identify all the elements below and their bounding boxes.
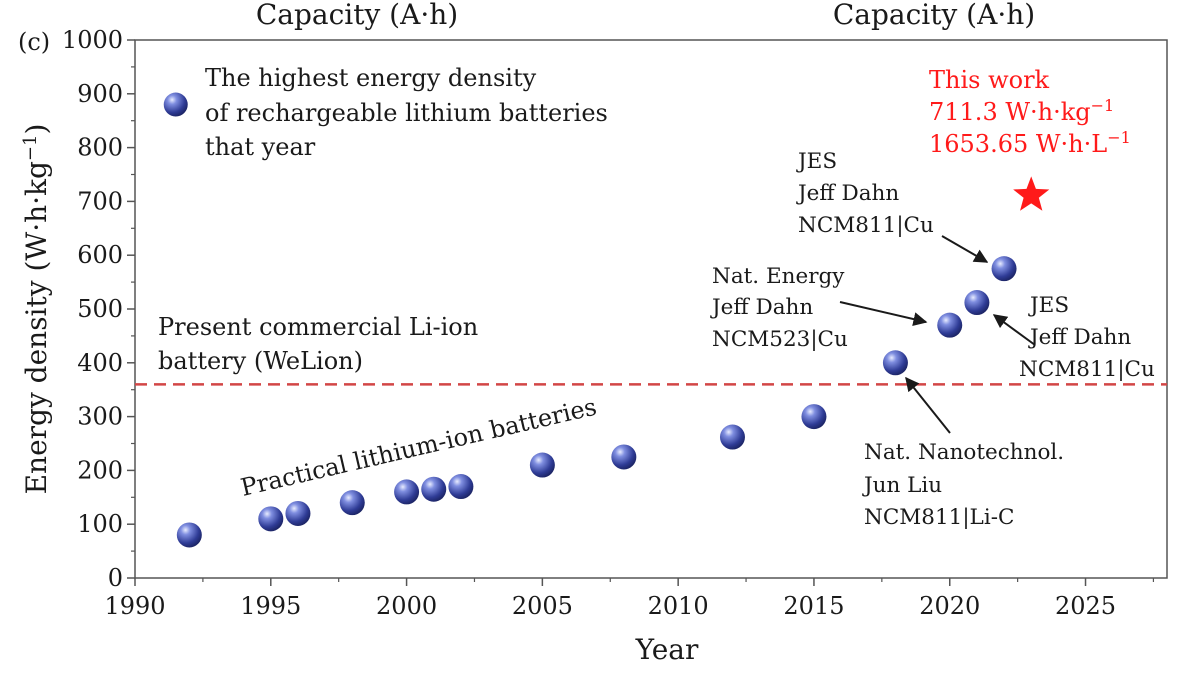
arrow-nat-energy xyxy=(839,301,928,326)
y-axis-title-end: ) xyxy=(20,124,53,135)
y-tick-label: 200 xyxy=(77,456,123,484)
data-point xyxy=(991,256,1017,282)
data-point xyxy=(719,424,745,450)
y-tick-label: 0 xyxy=(108,564,123,592)
data-point xyxy=(529,452,555,478)
data-point xyxy=(801,404,827,430)
legend-line-1: The highest energy density xyxy=(205,64,537,92)
annotation-arrows xyxy=(839,235,1036,434)
highlight-line-3-sup: −1 xyxy=(1107,128,1131,147)
y-axis: 0 100 200 300 400 500 600 700 800 900 1000 xyxy=(62,26,135,592)
y-axis-title: Energy density (W·h·kg−1) xyxy=(20,124,53,495)
data-point xyxy=(421,476,447,502)
annotation-2-line-1: Nat. Energy xyxy=(712,264,845,289)
data-point xyxy=(176,522,202,548)
highlight-line-3-main: 1653.65 W·h·L xyxy=(929,130,1107,158)
x-tick-label: 2025 xyxy=(1055,592,1116,620)
reference-line-label-1: Present commercial Li-ion xyxy=(158,313,478,341)
top-axis-label-right: Capacity (A·h) xyxy=(833,0,1035,31)
x-tick-label: 2020 xyxy=(919,592,980,620)
x-tick-label: 2005 xyxy=(512,592,573,620)
annotation-4-line-1: Nat. Nanotechnol. xyxy=(864,440,1064,465)
annotation-3-line-2: Jeff Dahn xyxy=(1028,325,1131,350)
highlight-line-1: This work xyxy=(929,66,1050,94)
x-tick-label: 1990 xyxy=(104,592,165,620)
y-tick-label: 800 xyxy=(77,134,123,162)
x-axis-title: Year xyxy=(635,633,699,666)
top-axis-label-left: Capacity (A·h) xyxy=(256,0,458,31)
x-tick-label: 2010 xyxy=(648,592,709,620)
legend-line-3: that year xyxy=(205,133,316,161)
x-tick-label: 2015 xyxy=(783,592,844,620)
x-tick-label: 2000 xyxy=(376,592,437,620)
annotation-4-line-3: NCM811|Li-C xyxy=(864,505,1014,530)
y-tick-label: 300 xyxy=(77,403,123,431)
y-axis-title-main: Energy density (W·h·kg xyxy=(20,161,53,494)
annotation-nat-nanotechnol-2018: Nat. Nanotechnol. Jun Liu NCM811|Li-C xyxy=(862,440,1064,530)
data-point xyxy=(394,479,420,505)
annotation-3-line-1: JES xyxy=(1028,293,1069,318)
reference-line-label-2: battery (WeLion) xyxy=(158,347,363,375)
data-point xyxy=(285,500,311,526)
x-axis: 1990 1995 2000 2005 2010 2015 2020 2025 xyxy=(104,578,1155,620)
y-tick-label: 400 xyxy=(77,349,123,377)
this-work-star xyxy=(1013,176,1050,211)
x-tick-label: 1995 xyxy=(240,592,301,620)
data-point xyxy=(448,474,474,500)
data-points xyxy=(176,256,1017,548)
arrow-jes-2022 xyxy=(941,235,989,263)
y-tick-label: 1000 xyxy=(62,26,123,54)
legend-marker xyxy=(163,92,188,117)
annotation-jes-2021: JES Jeff Dahn NCM811|Cu xyxy=(1019,293,1155,382)
data-point xyxy=(611,444,637,470)
trend-label: Practical lithium-ion batteries xyxy=(238,393,599,502)
annotation-1-line-1: JES xyxy=(796,149,837,174)
highlight-line-2: 711.3 W·h·kg−1 xyxy=(929,96,1114,126)
highlight-line-2-sup: −1 xyxy=(1091,96,1115,115)
y-tick-label: 500 xyxy=(77,295,123,323)
y-tick-label: 900 xyxy=(77,80,123,108)
annotation-2-line-2: Jeff Dahn xyxy=(710,295,813,320)
highlight-line-3: 1653.65 W·h·L−1 xyxy=(929,128,1131,158)
data-point xyxy=(882,350,908,376)
annotation-2-line-3: NCM523|Cu xyxy=(712,327,848,352)
annotation-1-line-2: Jeff Dahn xyxy=(796,181,899,206)
y-tick-label: 600 xyxy=(77,241,123,269)
panel-label: (c) xyxy=(18,28,50,56)
arrow-jes-2021 xyxy=(992,314,1036,346)
annotation-nat-energy-2020: Nat. Energy Jeff Dahn NCM523|Cu xyxy=(710,264,848,352)
y-tick-label: 100 xyxy=(77,510,123,538)
y-tick-label: 700 xyxy=(77,187,123,215)
y-axis-title-sup: −1 xyxy=(20,135,41,162)
data-point xyxy=(937,312,963,338)
annotation-3-line-3: NCM811|Cu xyxy=(1019,357,1155,382)
data-point xyxy=(964,290,990,316)
legend-line-2: of rechargeable lithium batteries xyxy=(205,99,608,127)
annotation-4-line-2: Jun Liu xyxy=(862,473,942,498)
data-point xyxy=(258,506,284,532)
annotation-jes-2022: JES Jeff Dahn NCM811|Cu xyxy=(796,149,934,238)
data-point xyxy=(339,490,365,516)
highlight-line-2-main: 711.3 W·h·kg xyxy=(929,98,1091,126)
annotation-1-line-3: NCM811|Cu xyxy=(798,213,934,238)
arrow-nat-nanotechnol xyxy=(905,376,951,434)
